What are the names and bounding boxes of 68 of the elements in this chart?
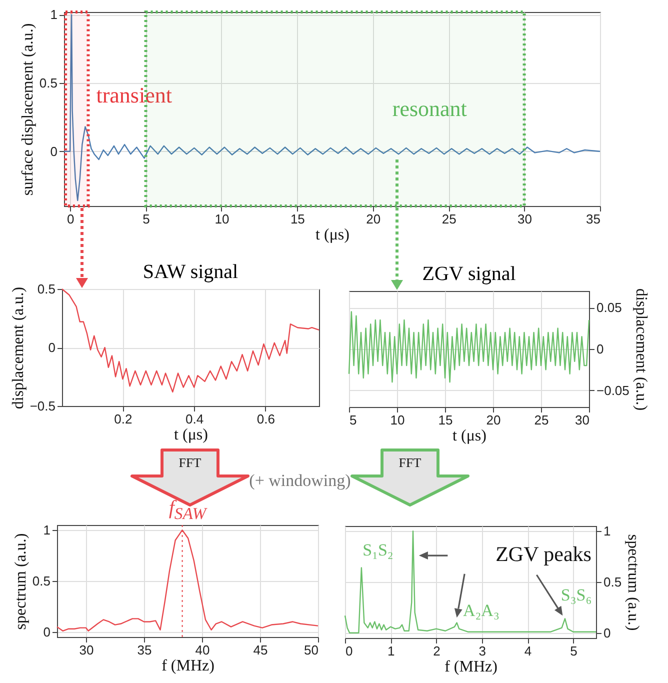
x-tick-label: 4: [524, 644, 532, 658]
chart-title: ZGV signal: [421, 263, 517, 286]
x-tick-label: 35: [137, 642, 152, 658]
x-tick-label: 10: [214, 212, 230, 226]
band-label: transient: [96, 82, 172, 108]
x-axis-title: t (μs): [316, 226, 350, 244]
chart-title: f$_{SAW}$: [168, 497, 208, 524]
y-tick-label: 0: [48, 340, 56, 355]
x-tick-label: 30: [575, 412, 590, 428]
x-tick-label: 40: [195, 642, 210, 658]
chart-title: SAW signal: [142, 261, 240, 284]
y-tick-label: 1: [604, 524, 611, 539]
y-tick-label: 0.5: [37, 282, 56, 296]
x-tick-label: 15: [438, 412, 453, 428]
x-tick-label: 2: [433, 644, 440, 658]
y-tick-label: 1: [50, 7, 58, 22]
y-tick-label: 0: [604, 625, 611, 640]
text: (+ windowing): [249, 470, 351, 490]
x-tick-label: 30: [79, 642, 94, 658]
x-axis-title: f (MHz): [444, 658, 498, 676]
y-tick-label: −0.5: [30, 398, 56, 414]
annotation: A₂A₃: [462, 601, 500, 620]
x-tick-label: 5: [350, 412, 357, 428]
text: FFT: [398, 454, 422, 470]
x-axis-title: t (μs): [452, 428, 486, 444]
y-tick-label: 0.5: [604, 574, 622, 590]
annotation: S₁S₂: [362, 540, 394, 560]
x-tick-label: 20: [486, 412, 501, 428]
y-tick-label: −0.05: [596, 382, 630, 398]
x-tick-label: 25: [442, 212, 456, 226]
line-series: [348, 311, 590, 383]
x-tick-label: 50: [304, 642, 318, 658]
x-tick-label: 35: [586, 212, 600, 226]
x-tick-label: 0: [346, 644, 353, 658]
x-tick-label: 1: [388, 644, 395, 658]
x-tick-label: 3: [478, 644, 486, 658]
x-tick-label: 45: [253, 642, 268, 658]
y-axis-title: surface displacement (a.u.): [19, 23, 36, 196]
x-tick-label: 0.6: [256, 412, 275, 426]
x-axis-title: t (μs): [174, 426, 208, 444]
line-series: [344, 530, 597, 634]
x-tick-label: 5: [570, 644, 578, 658]
y-tick-label: 0: [43, 624, 50, 640]
y-axis-title: spectrum (a.u.): [624, 534, 642, 631]
x-tick-label: 25: [534, 412, 549, 428]
annotation: ZGV peaks: [496, 542, 592, 566]
y-tick-label: 1: [43, 522, 50, 538]
x-tick-label: 30: [518, 212, 532, 226]
y-tick-label: 0.05: [596, 300, 622, 316]
x-tick-label: 0: [66, 212, 74, 226]
y-axis-title: spectrum (a.u.): [12, 533, 30, 630]
y-tick-label: 0: [50, 144, 58, 159]
x-tick-label: 0.4: [186, 412, 204, 426]
x-tick-label: 10: [390, 412, 405, 428]
y-tick-label: 0.5: [32, 574, 50, 588]
x-axis-title: f (MHz): [162, 658, 214, 674]
band-label: resonant: [392, 96, 467, 121]
annotation: S₃S₆: [560, 585, 592, 604]
x-tick-label: 0.2: [114, 412, 132, 426]
y-tick-label: 0.5: [39, 76, 58, 91]
y-axis-title: displacement (a.u.): [632, 288, 650, 411]
y-tick-label: 0: [596, 342, 604, 356]
y-axis-title: displacement (a.u.): [10, 286, 27, 410]
line-series: [61, 288, 320, 393]
text: FFT: [178, 454, 202, 470]
x-tick-label: 5: [142, 212, 150, 226]
x-tick-label: 15: [290, 212, 305, 226]
x-tick-label: 20: [366, 212, 381, 226]
